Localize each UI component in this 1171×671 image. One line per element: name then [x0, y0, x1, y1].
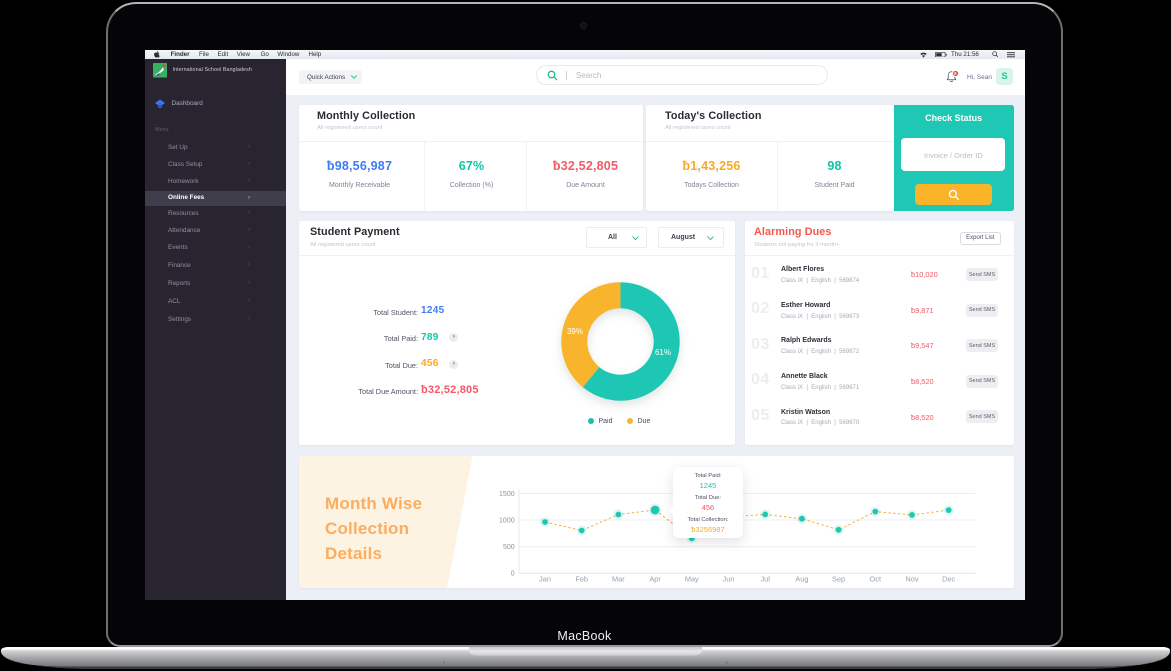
svg-text:Feb: Feb — [575, 574, 588, 583]
svg-text:Oct: Oct — [870, 574, 881, 583]
svg-text:Jun: Jun — [723, 574, 735, 583]
svg-text:Jul: Jul — [760, 574, 770, 583]
svg-text:Nov: Nov — [905, 574, 918, 583]
svg-text:Mar: Mar — [612, 574, 625, 583]
svg-text:1000: 1000 — [499, 517, 515, 524]
svg-text:Dec: Dec — [942, 574, 955, 583]
svg-text:Sep: Sep — [832, 574, 845, 583]
svg-text:May: May — [685, 574, 699, 583]
svg-text:Apr: Apr — [649, 574, 661, 583]
svg-text:0: 0 — [511, 571, 515, 578]
svg-text:Aug: Aug — [795, 574, 808, 583]
svg-text:1500: 1500 — [499, 491, 515, 498]
svg-text:500: 500 — [503, 544, 515, 551]
svg-text:Jan: Jan — [539, 574, 551, 583]
